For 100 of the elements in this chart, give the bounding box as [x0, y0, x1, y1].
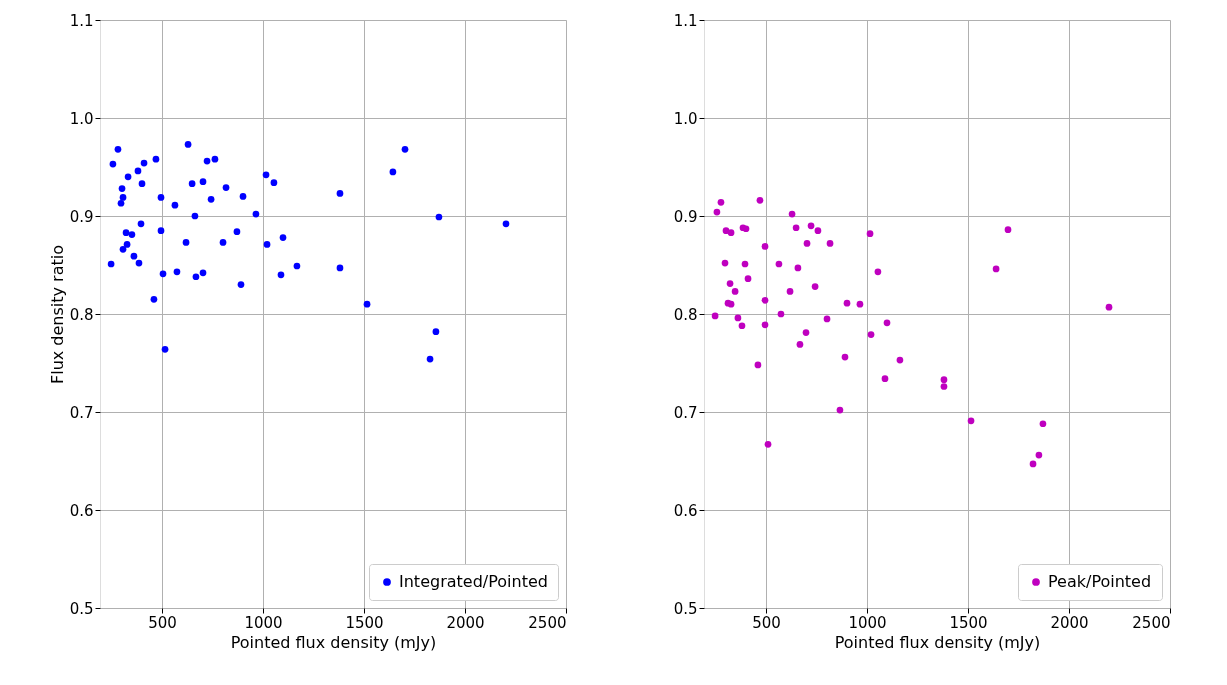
point — [711, 312, 719, 320]
point — [171, 201, 179, 209]
point — [161, 345, 169, 353]
point — [881, 375, 889, 383]
point — [843, 299, 851, 307]
point — [1004, 226, 1012, 234]
point — [744, 275, 752, 283]
y-tick-label: 1.1 — [69, 11, 94, 30]
point — [796, 341, 804, 348]
point — [239, 193, 247, 200]
point — [992, 265, 1000, 273]
legend-label: Integrated/Pointed — [399, 572, 548, 591]
point — [726, 280, 734, 287]
y-tick-label: 0.5 — [673, 599, 698, 618]
y-tick-label: 0.8 — [69, 305, 94, 324]
y-tick-label: 0.8 — [673, 305, 698, 324]
point — [233, 228, 241, 236]
point — [1105, 303, 1113, 311]
x-tick-label: 1000 — [244, 613, 283, 632]
point — [738, 322, 746, 330]
point — [277, 271, 285, 279]
point — [761, 321, 769, 329]
point — [138, 180, 146, 188]
point — [211, 155, 219, 163]
point — [389, 168, 397, 176]
point — [722, 227, 730, 235]
point — [199, 178, 207, 186]
point — [152, 155, 160, 163]
x-tick-label: 1500 — [949, 613, 988, 632]
point — [336, 264, 344, 272]
x-tick-label: 2000 — [446, 613, 485, 632]
point — [1039, 420, 1047, 428]
point — [841, 353, 849, 361]
point — [856, 300, 864, 308]
point — [721, 259, 729, 267]
point — [237, 281, 245, 288]
point — [775, 260, 783, 268]
point — [867, 331, 875, 338]
point — [219, 239, 227, 246]
point — [401, 146, 409, 153]
point — [279, 234, 287, 241]
y-tick-label: 0.7 — [69, 403, 94, 422]
point — [1035, 451, 1043, 459]
y-axis-title: Flux density ratio — [47, 245, 67, 384]
point — [761, 243, 769, 250]
point — [874, 268, 882, 276]
point — [119, 245, 127, 253]
point — [727, 229, 735, 237]
point — [188, 180, 196, 188]
x-tick-label: 500 — [752, 613, 781, 632]
point — [883, 319, 891, 327]
point — [140, 159, 148, 167]
y-tick-label: 1.0 — [673, 109, 698, 128]
point — [363, 300, 371, 308]
point — [119, 194, 127, 201]
point — [203, 157, 211, 165]
point — [114, 146, 122, 153]
point — [756, 196, 764, 204]
point — [792, 224, 800, 232]
point — [123, 241, 131, 248]
point — [150, 295, 158, 303]
point — [191, 212, 199, 220]
point — [432, 328, 440, 335]
point — [426, 355, 434, 363]
point — [222, 184, 230, 191]
point — [252, 210, 260, 218]
x-tick-label: 500 — [148, 613, 177, 632]
point — [717, 198, 725, 206]
point — [192, 273, 200, 281]
point — [502, 220, 510, 228]
point — [262, 171, 270, 179]
point — [786, 288, 794, 295]
point — [814, 227, 822, 235]
point — [761, 296, 769, 304]
point — [435, 213, 443, 221]
point — [134, 167, 142, 175]
point — [823, 315, 831, 323]
point — [109, 160, 117, 168]
point — [967, 417, 975, 425]
point — [135, 259, 143, 267]
point — [128, 231, 136, 238]
point — [157, 227, 165, 235]
point — [866, 230, 874, 237]
x-tick-label: 2000 — [1050, 613, 1089, 632]
point — [731, 288, 739, 295]
x-tick-label: 2500 — [528, 613, 567, 632]
point — [263, 241, 271, 248]
x-tick-label: 2500 — [1132, 613, 1171, 632]
x-tick-label: 1000 — [848, 613, 887, 632]
point — [794, 264, 802, 272]
point — [270, 179, 278, 187]
y-tick-label: 0.6 — [69, 501, 94, 520]
y-tick-label: 1.0 — [69, 109, 94, 128]
point — [836, 406, 844, 414]
point — [826, 240, 834, 247]
point — [159, 270, 167, 278]
point — [940, 376, 948, 384]
point — [811, 283, 819, 290]
point — [788, 210, 796, 218]
point — [118, 185, 126, 192]
